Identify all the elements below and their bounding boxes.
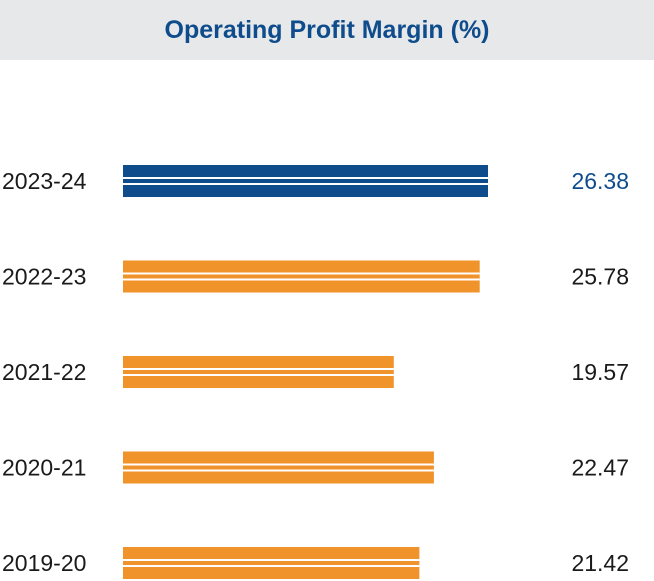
bar bbox=[123, 260, 480, 293]
chart-title: Operating Profit Margin (%) bbox=[164, 15, 490, 44]
category-label: 2019-20 bbox=[2, 550, 86, 576]
category-label: 2020-21 bbox=[2, 455, 86, 481]
category-label: 2023-24 bbox=[2, 168, 87, 194]
bar bbox=[123, 547, 420, 579]
bar bbox=[123, 451, 434, 484]
value-label: 22.47 bbox=[571, 455, 629, 481]
value-label: 19.57 bbox=[571, 359, 629, 385]
value-label: 25.78 bbox=[571, 264, 629, 290]
category-label: 2022-23 bbox=[2, 264, 86, 290]
chart-header: Operating Profit Margin (%) bbox=[0, 0, 654, 60]
value-label: 21.42 bbox=[571, 550, 629, 576]
bar-row: 2023-24 26.38 bbox=[2, 165, 629, 197]
bar bbox=[123, 165, 488, 197]
bar bbox=[123, 356, 394, 388]
value-label: 26.38 bbox=[571, 168, 629, 194]
bar-row: 2019-20 21.42 bbox=[2, 547, 629, 579]
category-label: 2021-22 bbox=[2, 359, 86, 385]
bar-row: 2021-22 19.57 bbox=[2, 356, 629, 388]
bar-row: 2020-21 22.47 bbox=[2, 451, 629, 484]
bar-row: 2022-23 25.78 bbox=[2, 260, 629, 293]
